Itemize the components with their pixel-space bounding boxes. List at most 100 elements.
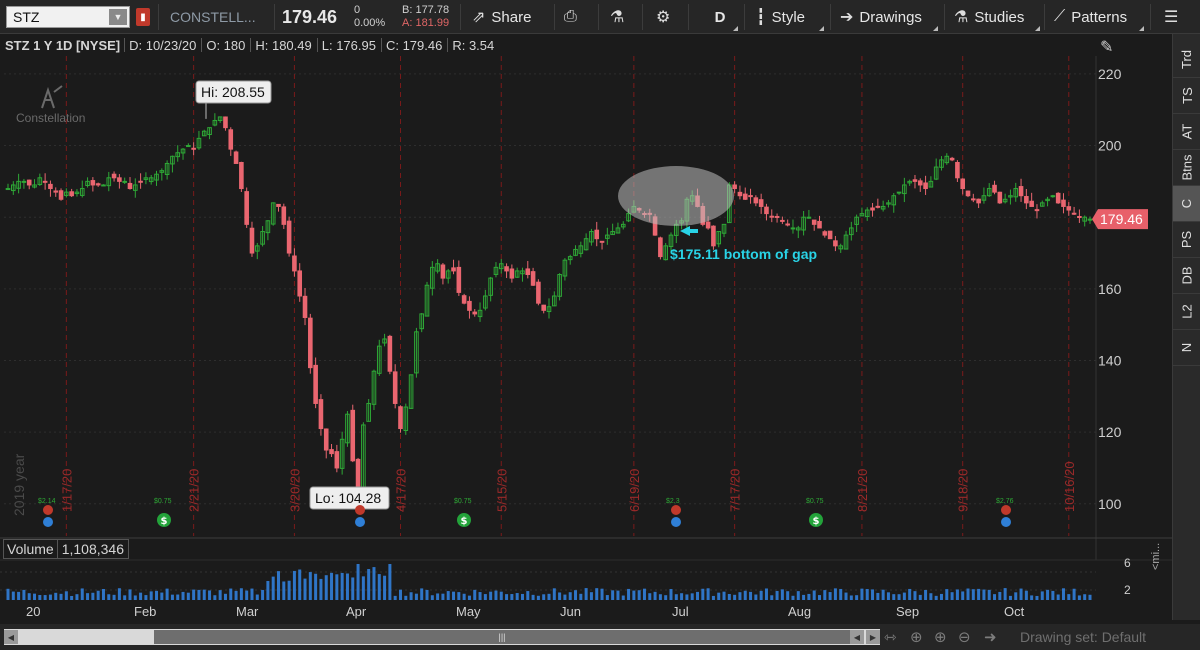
zoom-out-icon[interactable]: ⊖ [958, 629, 971, 646]
side-tab-trd[interactable]: Trd [1173, 42, 1200, 78]
candle-body [1024, 196, 1029, 204]
candle-body [928, 180, 934, 188]
symbol-dropdown-icon[interactable]: ▼ [109, 9, 127, 25]
candle-body [254, 245, 260, 252]
annotation-arrow-icon [680, 226, 698, 236]
side-tab-n[interactable]: N [1173, 330, 1200, 366]
candle-body [562, 259, 568, 277]
volume-bar [749, 591, 753, 600]
candle-body [785, 223, 790, 226]
link-badge-icon[interactable]: ▮ [136, 8, 150, 26]
style-button[interactable]: ┇ Style [756, 0, 826, 34]
side-tab-c[interactable]: C [1173, 186, 1200, 222]
volume-bar [812, 590, 816, 600]
info-open: O: 180 [206, 37, 246, 53]
flask-icon: ⚗ [954, 9, 969, 26]
pan-right-icon[interactable]: ➜ [984, 629, 997, 646]
flask-button[interactable]: ⚗ [610, 0, 630, 34]
side-tab-db[interactable]: DB [1173, 258, 1200, 294]
price-change: 0 0.00% [354, 4, 385, 30]
dropdown-corner-icon [733, 26, 738, 31]
candle-body [148, 177, 154, 183]
studies-button[interactable]: ⚗ Studies [954, 0, 1042, 34]
month-label: Feb [134, 604, 157, 619]
volume-bar [414, 593, 418, 600]
settings-button[interactable]: ⚙ [656, 0, 676, 34]
share-icon: ⇗ [472, 9, 486, 26]
drawing-set-label[interactable]: Drawing set: Default [1020, 629, 1147, 645]
patterns-button[interactable]: ⟋ Patterns [1054, 0, 1146, 34]
volume-bar [186, 592, 190, 600]
dividend-icon [809, 513, 823, 527]
side-tab-ps[interactable]: PS [1173, 222, 1200, 258]
volume-bar [833, 588, 837, 600]
candle-body [180, 148, 186, 154]
y-tick-label: 100 [1098, 496, 1122, 512]
candle-body [822, 231, 828, 236]
volume-bar [377, 574, 381, 600]
volume-bar [621, 595, 625, 600]
share-button[interactable]: ⇗ Share [472, 0, 531, 34]
month-label: May [456, 604, 481, 619]
volume-bar [674, 594, 678, 600]
scroll-left-icon[interactable]: ◀ [4, 630, 18, 644]
side-tab-label: Btns [1179, 154, 1195, 181]
volume-bar [356, 564, 360, 600]
candle-body [833, 240, 838, 247]
volume-bar [711, 595, 715, 600]
volume-bar [213, 595, 217, 600]
drawings-button[interactable]: ➔ Drawings [840, 0, 940, 34]
chart-scrollbar[interactable]: ◀ ||| ◀ ▶ [4, 629, 880, 645]
candle-body [960, 178, 966, 190]
snapshot-button[interactable]: ⎙ [564, 0, 583, 34]
gap-highlight [618, 166, 734, 226]
candle-body [281, 206, 287, 225]
candle-body [37, 177, 43, 185]
period-button[interactable]: D [700, 0, 740, 34]
info-range: R: 3.54 [452, 37, 495, 53]
date-tick-label: 2/21/20 [187, 469, 202, 512]
expand-icon[interactable]: ⇿ [884, 629, 897, 646]
candle-body [79, 188, 85, 196]
volume-value: 1,108,346 [57, 539, 129, 559]
side-tab-l2[interactable]: L2 [1173, 294, 1200, 330]
month-label: 20 [26, 604, 41, 619]
candle-body [859, 213, 865, 217]
volume-bar [993, 594, 997, 600]
volume-bar [170, 594, 174, 600]
volume-bar [939, 593, 943, 600]
menu-button[interactable]: ☰ [1164, 0, 1184, 34]
month-label: Jun [560, 604, 581, 619]
conference-icon [671, 517, 681, 527]
scroll-right-icon[interactable]: ▶ [866, 630, 880, 644]
volume-bar [966, 588, 970, 600]
candle-body [753, 197, 759, 204]
mini-label[interactable]: <mi... [1150, 542, 1162, 570]
side-tab-ts[interactable]: TS [1173, 78, 1200, 114]
volume-bar [75, 594, 79, 600]
volume-bar [839, 588, 843, 600]
crosshair-icon[interactable]: ⊕ [910, 629, 923, 646]
side-tab-btns[interactable]: Btns [1173, 150, 1200, 186]
side-tab-at[interactable]: AT [1173, 114, 1200, 150]
scrollbar-thumb[interactable]: ||| [154, 630, 850, 644]
candle-body [589, 231, 594, 243]
candle-body [106, 177, 112, 187]
candle-body [95, 183, 101, 186]
volume-bar [112, 594, 116, 600]
candle-body [345, 413, 350, 444]
candle-body [1082, 216, 1087, 222]
candle-body [26, 179, 32, 186]
symbol-input[interactable]: STZ ▼ [6, 6, 130, 28]
candle-body [599, 240, 605, 243]
candle-body [1013, 188, 1019, 198]
volume-bar [1014, 592, 1018, 600]
candle-body [1061, 199, 1066, 207]
candle-body [530, 271, 536, 286]
zoom-in-icon[interactable]: ⊕ [934, 629, 947, 646]
volume-bar [478, 592, 482, 600]
company-logo-icon [41, 85, 63, 109]
scroll-left-end-icon[interactable]: ◀ [850, 630, 864, 644]
snapshot-icon: ⎙ [564, 8, 577, 25]
